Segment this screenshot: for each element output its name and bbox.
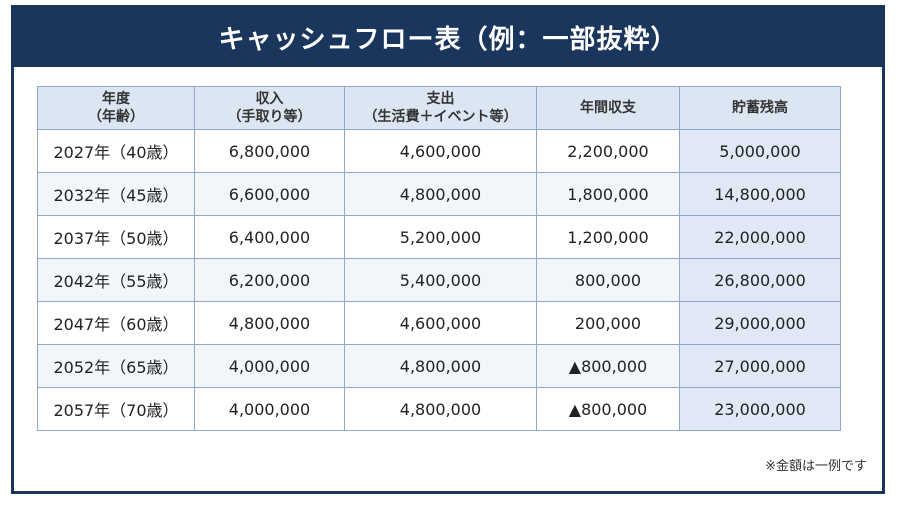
header-savings-label: 貯蓄残高 xyxy=(732,100,788,116)
page-title: キャッシュフロー表（例：一部抜粋） xyxy=(218,25,678,55)
cell-balance-negative: ▲800,000 xyxy=(536,387,680,431)
cashflow-table: 年度 （年齢） 収入 （手取り等） 支出 （生活費＋イベント等） 年間収支 貯蓄… xyxy=(37,86,841,431)
header-expense-sublabel: （生活費＋イベント等） xyxy=(363,109,518,125)
cell-income: 4,800,000 xyxy=(194,301,345,345)
cell-expense: 5,200,000 xyxy=(344,215,537,259)
cell-expense: 4,800,000 xyxy=(344,172,537,216)
cell-savings: 26,800,000 xyxy=(679,258,841,302)
cell-income: 6,600,000 xyxy=(194,172,345,216)
cell-balance: 2,200,000 xyxy=(536,129,680,173)
header-income-sublabel: （手取り等） xyxy=(227,109,312,125)
cell-savings: 5,000,000 xyxy=(679,129,841,173)
table-row: 2027年（40歳） 6,800,000 4,600,000 2,200,000… xyxy=(37,129,841,173)
cell-expense: 4,800,000 xyxy=(344,387,537,431)
table-row: 2047年（60歳） 4,800,000 4,600,000 200,000 2… xyxy=(37,301,841,345)
cell-income: 4,000,000 xyxy=(194,387,345,431)
cell-balance: 1,800,000 xyxy=(536,172,680,216)
header-income-label: 収入 xyxy=(255,91,284,107)
cell-balance: 800,000 xyxy=(536,258,680,302)
cell-year: 2052年（65歳） xyxy=(37,344,195,388)
cell-balance: 1,200,000 xyxy=(536,215,680,259)
header-savings: 貯蓄残高 xyxy=(679,86,841,130)
cell-income: 6,200,000 xyxy=(194,258,345,302)
table-row: 2052年（65歳） 4,000,000 4,800,000 ▲800,000 … xyxy=(37,344,841,388)
header-year: 年度 （年齢） xyxy=(37,86,195,130)
cell-savings: 14,800,000 xyxy=(679,172,841,216)
header-expense: 支出 （生活費＋イベント等） xyxy=(344,86,537,130)
footnote: ※金額は一例です xyxy=(765,459,867,474)
cell-savings: 27,000,000 xyxy=(679,344,841,388)
cell-income: 6,400,000 xyxy=(194,215,345,259)
header-year-sublabel: （年齢） xyxy=(88,109,144,125)
cell-expense: 4,600,000 xyxy=(344,129,537,173)
title-bar: キャッシュフロー表（例：一部抜粋） xyxy=(14,8,882,67)
table-row: 2057年（70歳） 4,000,000 4,800,000 ▲800,000 … xyxy=(37,387,841,431)
header-income: 収入 （手取り等） xyxy=(194,86,345,130)
cell-year: 2037年（50歳） xyxy=(37,215,195,259)
cell-year: 2047年（60歳） xyxy=(37,301,195,345)
cell-income: 4,000,000 xyxy=(194,344,345,388)
cell-expense: 4,800,000 xyxy=(344,344,537,388)
cell-balance: 200,000 xyxy=(536,301,680,345)
table-row: 2032年（45歳） 6,600,000 4,800,000 1,800,000… xyxy=(37,172,841,216)
cell-year: 2027年（40歳） xyxy=(37,129,195,173)
header-balance-label: 年間収支 xyxy=(580,100,636,116)
cell-year: 2032年（45歳） xyxy=(37,172,195,216)
cell-savings: 22,000,000 xyxy=(679,215,841,259)
cell-income: 6,800,000 xyxy=(194,129,345,173)
cell-year: 2057年（70歳） xyxy=(37,387,195,431)
cell-year: 2042年（55歳） xyxy=(37,258,195,302)
cell-savings: 29,000,000 xyxy=(679,301,841,345)
table-row: 2037年（50歳） 6,400,000 5,200,000 1,200,000… xyxy=(37,215,841,259)
cell-balance-negative: ▲800,000 xyxy=(536,344,680,388)
header-balance: 年間収支 xyxy=(536,86,680,130)
header-expense-label: 支出 xyxy=(426,91,455,107)
header-year-label: 年度 xyxy=(102,91,130,107)
table-header-row: 年度 （年齢） 収入 （手取り等） 支出 （生活費＋イベント等） 年間収支 貯蓄… xyxy=(37,86,841,130)
table-row: 2042年（55歳） 6,200,000 5,400,000 800,000 2… xyxy=(37,258,841,302)
cell-savings: 23,000,000 xyxy=(679,387,841,431)
cell-expense: 5,400,000 xyxy=(344,258,537,302)
cell-expense: 4,600,000 xyxy=(344,301,537,345)
